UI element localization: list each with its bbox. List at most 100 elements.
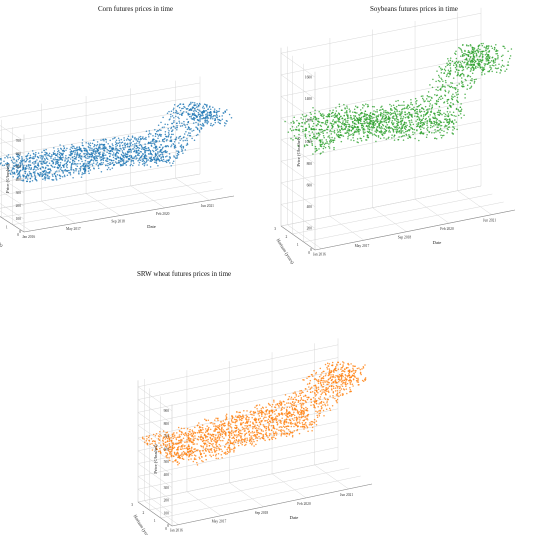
data-point	[249, 438, 251, 440]
data-point	[378, 122, 380, 125]
data-point	[450, 106, 452, 108]
data-point	[162, 158, 165, 161]
data-point	[466, 75, 469, 78]
data-point	[446, 102, 449, 104]
data-point	[307, 139, 309, 142]
data-point	[460, 117, 463, 119]
data-point	[441, 78, 443, 81]
data-point	[286, 409, 288, 412]
data-point	[440, 124, 443, 127]
data-point	[448, 62, 451, 65]
data-point	[155, 159, 157, 162]
data-point	[215, 112, 218, 114]
data-point	[469, 56, 472, 59]
data-point	[213, 110, 216, 112]
data-point	[81, 139, 84, 141]
data-point	[190, 458, 192, 460]
data-point	[281, 406, 284, 408]
data-point	[268, 433, 271, 435]
data-point	[52, 161, 55, 164]
data-point	[273, 410, 276, 413]
data-point	[426, 122, 428, 125]
data-point	[466, 44, 468, 47]
data-point	[57, 150, 59, 153]
data-point	[154, 435, 157, 437]
data-point	[186, 446, 188, 449]
data-point	[404, 111, 406, 113]
data-point	[304, 133, 307, 135]
data-point	[353, 115, 355, 117]
data-point	[406, 130, 408, 132]
data-point	[51, 153, 53, 156]
data-point	[421, 126, 423, 128]
data-point	[9, 156, 12, 159]
data-point	[12, 156, 14, 158]
data-point	[144, 137, 146, 140]
data-point	[159, 153, 162, 156]
data-point	[374, 123, 377, 125]
data-point	[181, 113, 183, 115]
data-point	[345, 126, 347, 129]
data-point	[495, 71, 498, 73]
data-point	[391, 112, 393, 115]
data-point	[195, 126, 197, 128]
data-point	[326, 390, 328, 393]
data-point	[40, 162, 42, 165]
data-point	[137, 149, 140, 151]
data-point	[426, 124, 428, 127]
data-point	[112, 162, 114, 164]
data-point	[111, 167, 114, 169]
data-point	[99, 148, 101, 150]
data-point	[380, 132, 382, 134]
data-point	[141, 158, 144, 160]
data-point	[244, 424, 246, 427]
data-point	[212, 116, 214, 118]
data-point	[473, 47, 476, 49]
data-point	[352, 378, 355, 380]
data-point	[89, 142, 92, 144]
data-point	[206, 104, 208, 106]
data-point	[12, 165, 15, 167]
data-point	[169, 157, 171, 159]
data-point	[215, 110, 218, 112]
data-point	[63, 169, 65, 172]
data-point	[161, 439, 164, 441]
data-point	[272, 424, 275, 427]
data-point	[161, 153, 164, 156]
data-point	[371, 113, 374, 115]
data-point	[448, 70, 451, 73]
data-point	[48, 152, 51, 155]
data-point	[58, 153, 61, 156]
data-point	[161, 147, 164, 150]
data-point	[121, 141, 124, 144]
data-point	[347, 119, 349, 122]
data-point	[91, 159, 93, 162]
data-point	[393, 134, 396, 137]
data-point	[418, 139, 420, 142]
data-point	[96, 157, 98, 159]
data-point	[166, 135, 168, 138]
data-point	[333, 116, 336, 119]
data-point	[224, 419, 227, 421]
data-point	[444, 79, 447, 82]
data-point	[164, 441, 167, 443]
data-point	[84, 159, 87, 162]
data-point	[30, 156, 32, 159]
data-point	[59, 152, 62, 154]
data-point	[218, 108, 221, 110]
data-point	[55, 159, 58, 161]
data-point	[485, 57, 487, 59]
data-point	[405, 122, 408, 124]
data-point	[258, 435, 260, 438]
data-point	[243, 434, 246, 437]
data-point	[62, 152, 64, 154]
data-point	[119, 160, 121, 162]
data-point	[360, 118, 362, 121]
data-point	[52, 158, 55, 160]
data-point	[493, 48, 496, 51]
data-point	[441, 84, 444, 86]
data-point	[343, 103, 345, 106]
data-point	[52, 179, 55, 181]
data-point	[202, 117, 204, 120]
data-point	[138, 147, 141, 150]
